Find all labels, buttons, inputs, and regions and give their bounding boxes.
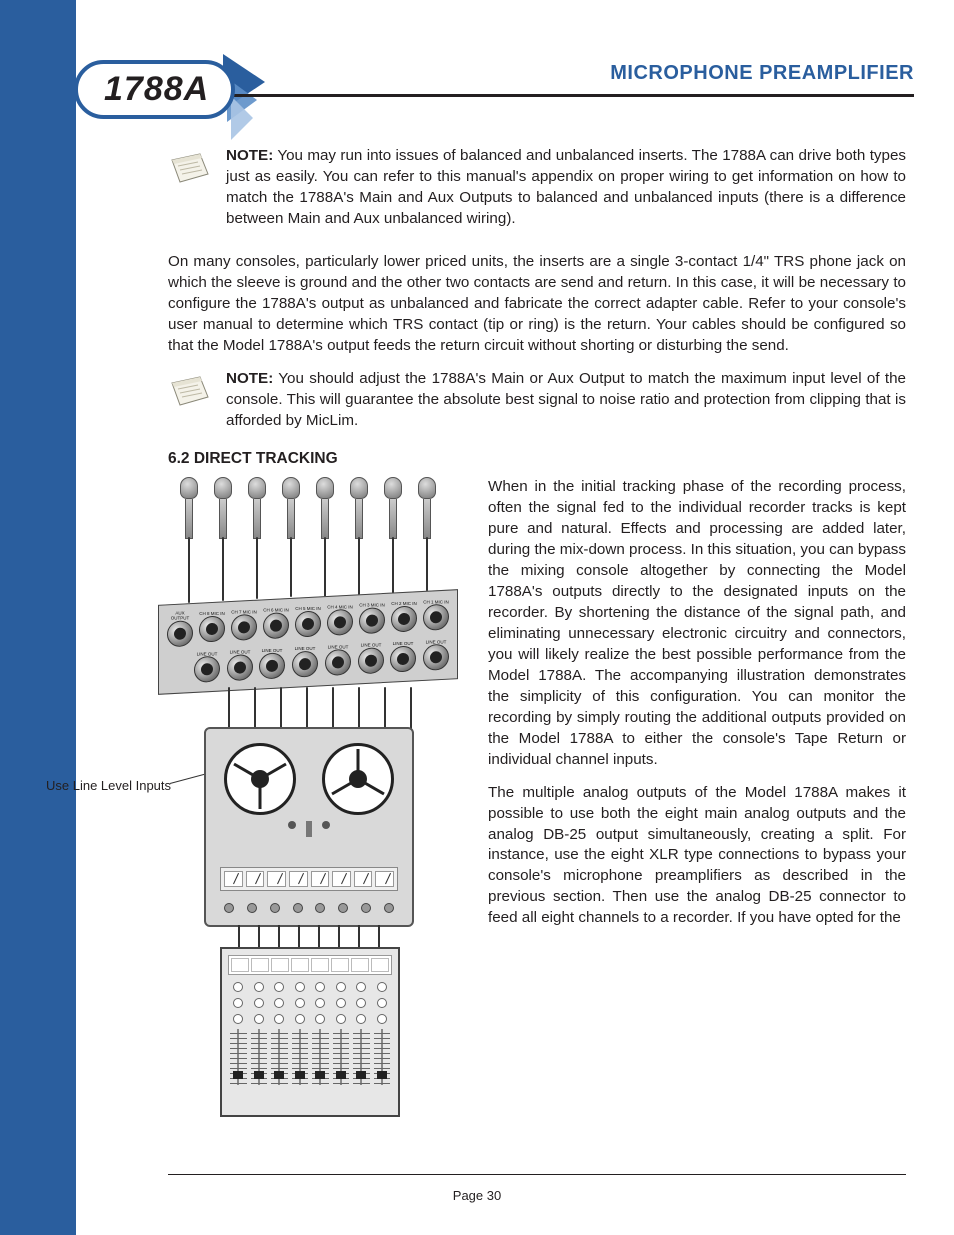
mixer-fader-row (222, 1025, 398, 1091)
xlr-jack-icon (390, 646, 416, 673)
cable (256, 537, 258, 599)
microphone-icon (214, 477, 232, 537)
cable (222, 537, 224, 601)
xlr-jack-icon (423, 604, 449, 631)
figure-callout: Use Line Level Inputs (46, 777, 171, 795)
xlr-jack-icon (295, 611, 321, 638)
xlr-jack-icon (391, 606, 417, 633)
xlr-jack-icon (231, 614, 257, 641)
xlr-jack-icon (199, 616, 225, 643)
recorder-output-jacks (224, 903, 394, 917)
tape-guides (288, 821, 330, 837)
note-block: NOTE: You should adjust the 1788A's Main… (168, 369, 906, 438)
microphone-icon (418, 477, 436, 537)
note-1-text: NOTE: You may run into issues of balance… (226, 146, 906, 230)
xlr-jack-icon (263, 612, 289, 639)
cable (324, 537, 326, 597)
xlr-jack-icon (327, 609, 353, 636)
note-label: NOTE: (226, 147, 273, 164)
body-content: NOTE: You may run into issues of balance… (168, 146, 906, 1137)
cable (410, 687, 412, 733)
xlr-jack-icon (325, 649, 351, 676)
microphone-icon (282, 477, 300, 537)
two-column-region: AUX OUTPUT CH 8 MIC IN CH 7 MIC IN CH 6 … (168, 477, 906, 1137)
mixer-vu-strip (228, 955, 392, 975)
note-block: NOTE: You may run into issues of balance… (168, 146, 906, 242)
figure-column: AUX OUTPUT CH 8 MIC IN CH 7 MIC IN CH 6 … (108, 477, 468, 1137)
paragraph: The multiple analog outputs of the Model… (488, 783, 906, 930)
reel-icon (224, 743, 296, 815)
xlr-jack-icon (359, 607, 385, 634)
xlr-jack-icon (227, 654, 253, 681)
note-body: You should adjust the 1788A's Main or Au… (226, 370, 906, 429)
note-label: NOTE: (226, 370, 273, 387)
section-heading: 6.2 DIRECT TRACKING (168, 448, 906, 469)
note-icon (168, 373, 212, 411)
note-icon (168, 150, 212, 188)
mixing-console (220, 947, 400, 1117)
xlr-jack-icon (292, 651, 318, 678)
xlr-jack-icon (167, 620, 193, 647)
page-number: Page 30 (0, 1188, 954, 1203)
cable (358, 537, 360, 599)
tape-recorder (204, 727, 414, 927)
microphone-icon (384, 477, 402, 537)
microphone-icon (316, 477, 334, 537)
cable (290, 537, 292, 597)
paragraph: When in the initial tracking phase of th… (488, 477, 906, 771)
cable (188, 537, 190, 603)
footer-rule (168, 1174, 906, 1176)
mixer-knob-grid (222, 981, 398, 1025)
model-badge-group: 1788A (74, 44, 283, 134)
xlr-jack-icon (423, 644, 449, 671)
xlr-jack-icon (259, 652, 285, 679)
text-column: When in the initial tracking phase of th… (488, 477, 906, 1137)
left-spine (0, 0, 76, 1235)
model-badge: 1788A (74, 60, 235, 119)
preamp-rack: AUX OUTPUT CH 8 MIC IN CH 7 MIC IN CH 6 … (158, 589, 458, 695)
reel-icon (322, 743, 394, 815)
paragraph: On many consoles, particularly lower pri… (168, 252, 906, 357)
aux-output-label: AUX OUTPUT (167, 611, 193, 620)
note-body: You may run into issues of balanced and … (226, 147, 906, 227)
microphone-icon (180, 477, 198, 537)
xlr-jack-icon (358, 647, 384, 674)
microphone-icon (248, 477, 266, 537)
note-2-text: NOTE: You should adjust the 1788A's Main… (226, 369, 906, 432)
vu-meter-strip (220, 867, 398, 891)
page-title: MICROPHONE PREAMPLIFIER (610, 62, 914, 85)
cable (392, 537, 394, 601)
direct-tracking-diagram: AUX OUTPUT CH 8 MIC IN CH 7 MIC IN CH 6 … (108, 477, 468, 1137)
microphone-icon (350, 477, 368, 537)
xlr-jack-icon (194, 656, 220, 683)
